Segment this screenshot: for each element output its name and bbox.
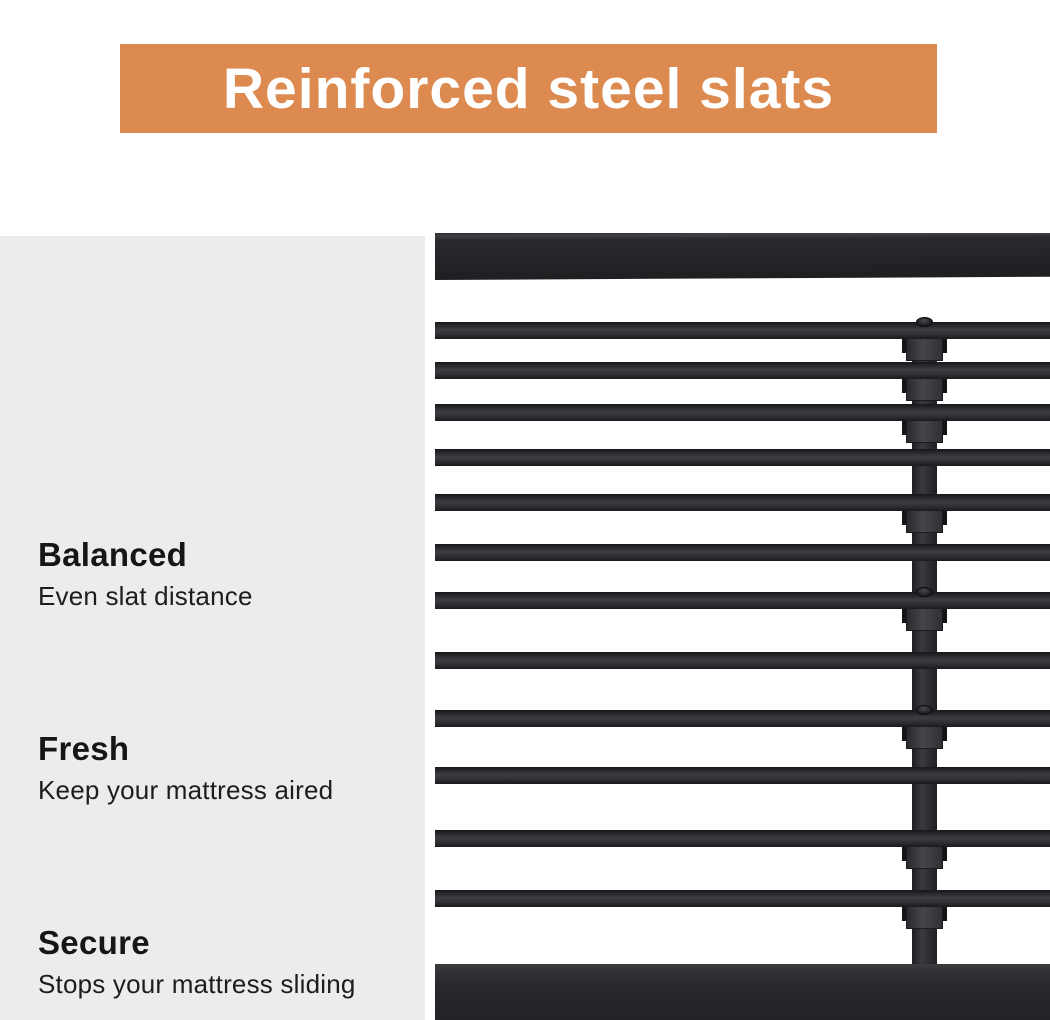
steel-slat: [435, 404, 1050, 421]
feature-title: Secure: [38, 924, 150, 961]
steel-slats-photo: [435, 233, 1050, 1020]
steel-slat: [435, 652, 1050, 669]
steel-slat: [435, 449, 1050, 466]
steel-slat: [435, 494, 1050, 511]
steel-slat: [435, 767, 1050, 784]
steel-slat: [435, 710, 1050, 727]
steel-slat: [435, 322, 1050, 339]
feature-title: Fresh: [38, 730, 130, 767]
bed-frame-bottom-rail: [435, 964, 1050, 1020]
feature-fresh: Fresh Keep your mattress aired: [38, 730, 333, 806]
feature-balanced: Balanced Even slat distance: [38, 536, 253, 612]
feature-title: Balanced: [38, 536, 188, 573]
features-panel: Balanced Even slat distance Fresh Keep y…: [0, 236, 425, 1020]
steel-slat: [435, 544, 1050, 561]
feature-subtitle: Keep your mattress aired: [38, 775, 334, 805]
title-banner: Reinforced steel slats: [120, 44, 937, 133]
feature-secure: Secure Stops your mattress sliding: [38, 924, 356, 1000]
feature-subtitle: Even slat distance: [38, 581, 253, 611]
steel-slat: [435, 830, 1050, 847]
screw-head: [916, 317, 933, 327]
screw-head: [916, 587, 933, 597]
bed-frame-top-rail: [435, 233, 1050, 280]
banner-title: Reinforced steel slats: [222, 56, 835, 121]
steel-slat: [435, 890, 1050, 907]
slat-clip: [902, 723, 947, 749]
steel-slat: [435, 592, 1050, 609]
screw-head: [916, 705, 933, 715]
steel-slat: [435, 362, 1050, 379]
feature-subtitle: Stops your mattress sliding: [38, 969, 356, 999]
slat-clip: [902, 843, 947, 869]
